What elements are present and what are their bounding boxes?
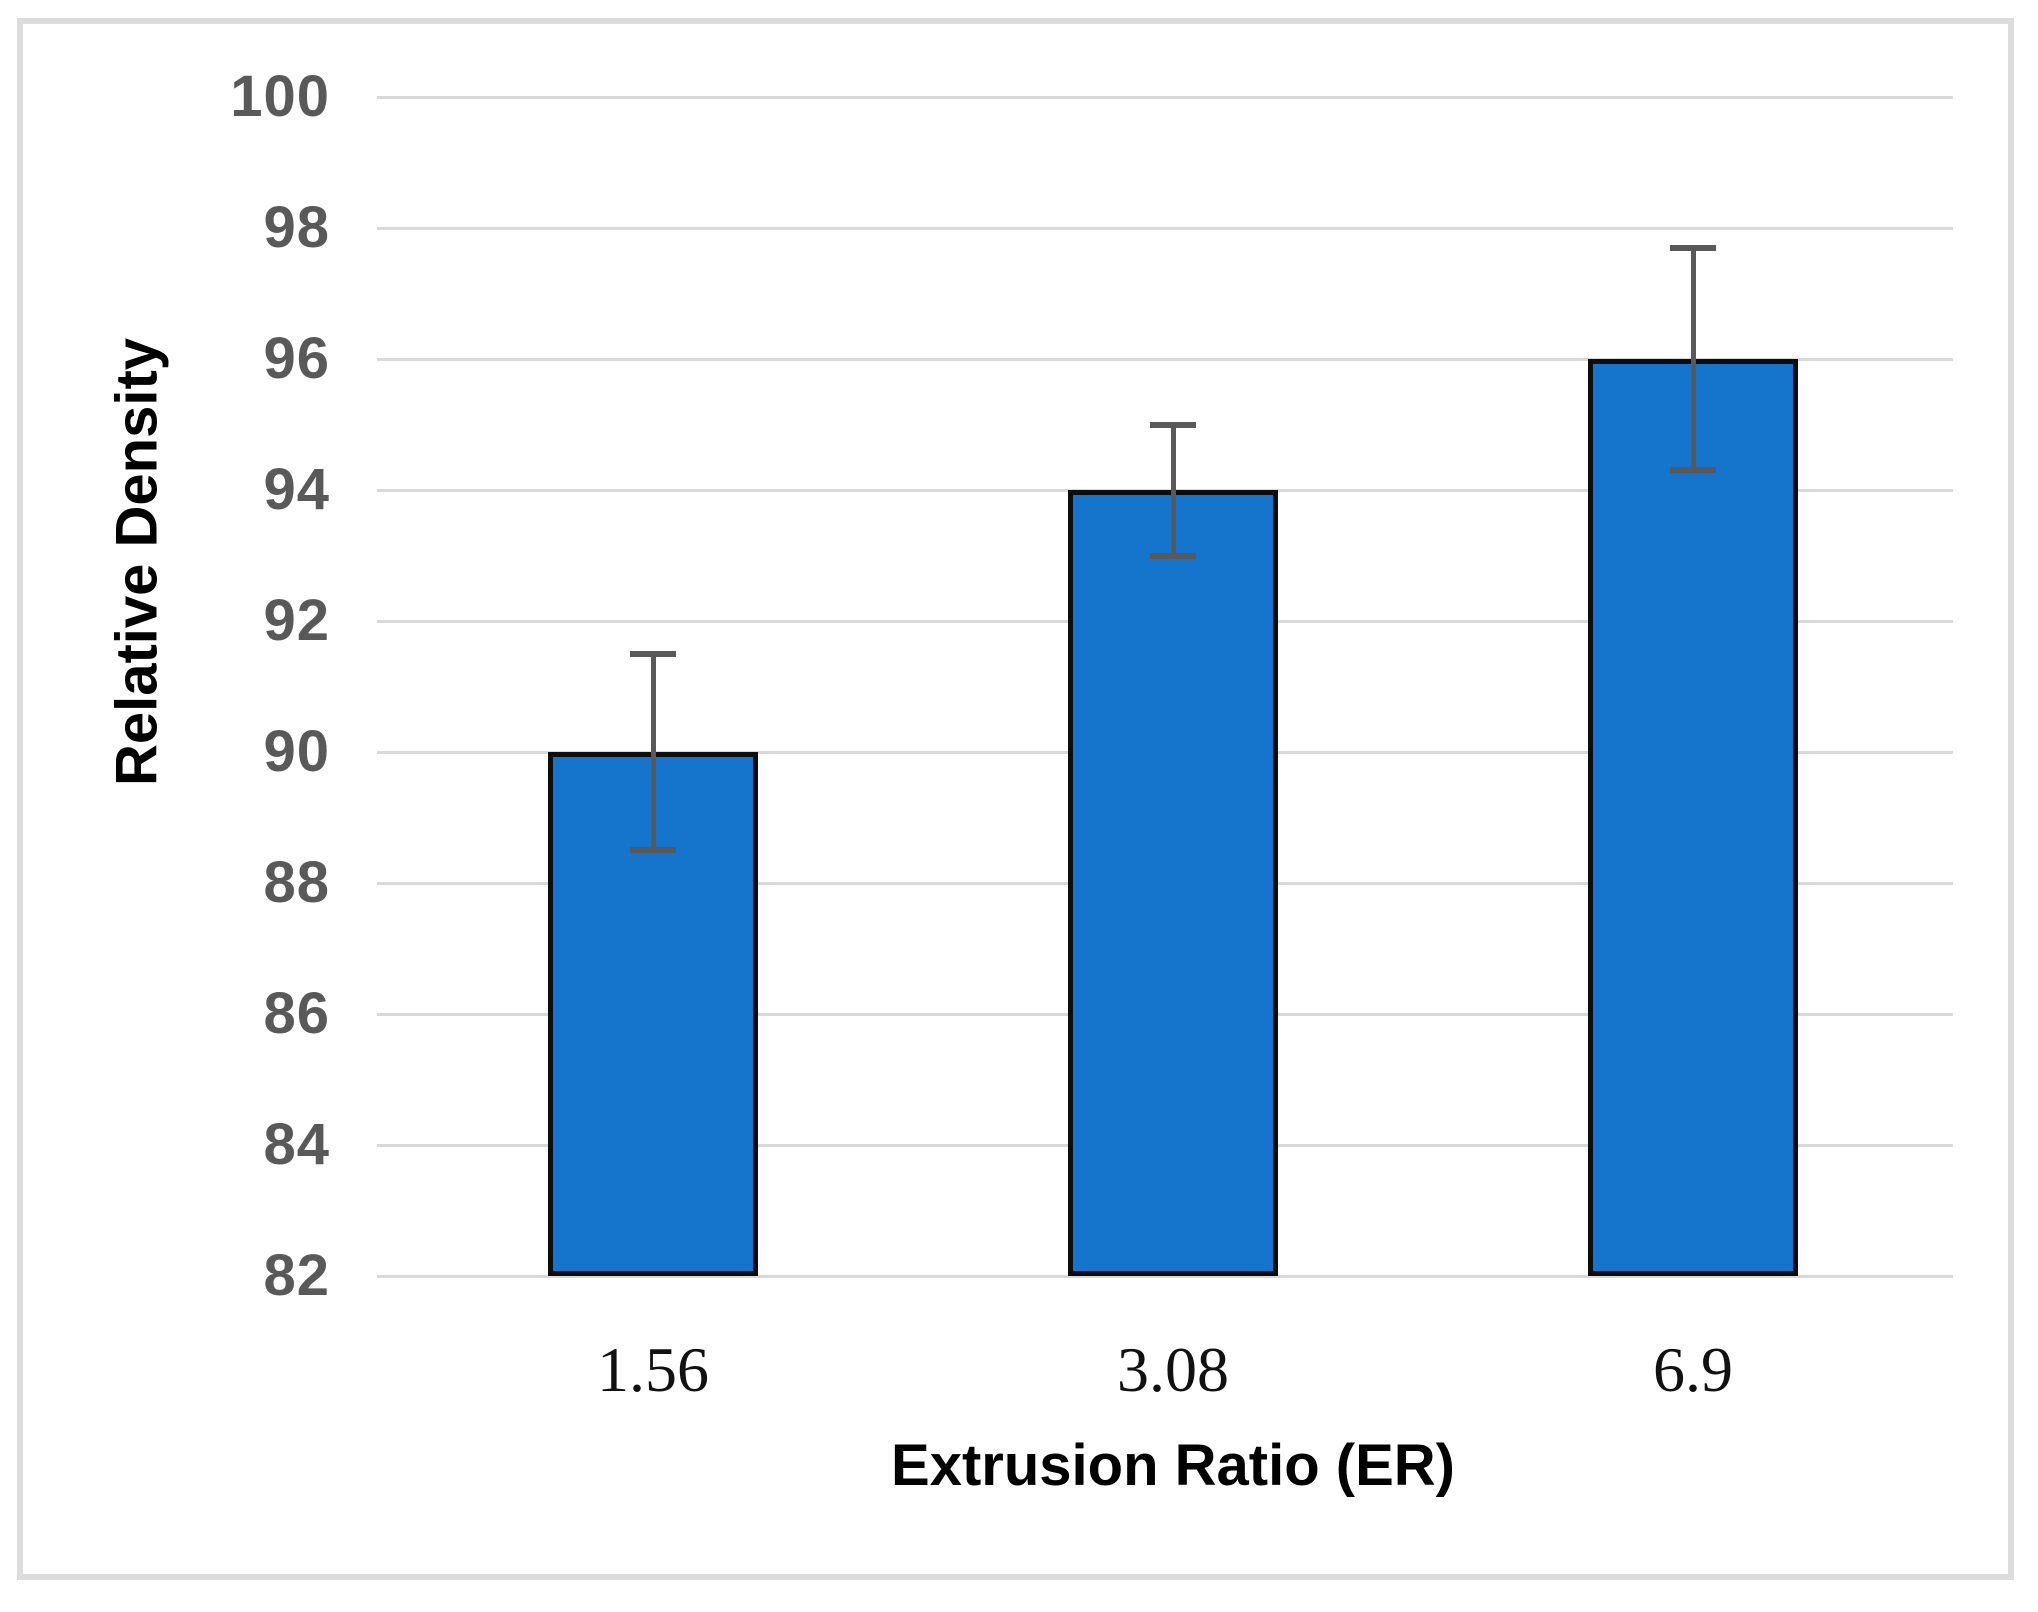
y-axis-tick-label: 84 — [263, 1112, 330, 1177]
error-bar-line — [650, 653, 656, 851]
error-bar-cap-top — [1150, 421, 1196, 428]
gridline — [393, 358, 1953, 361]
bar — [1068, 490, 1278, 1276]
error-bar-line — [1690, 247, 1696, 471]
x-axis-tick-label: 3.08 — [1117, 1334, 1229, 1405]
y-axis-tick-label: 96 — [263, 326, 330, 391]
y-axis-tick — [377, 227, 393, 230]
error-bar-cap-top — [630, 650, 676, 657]
y-axis-tick-label: 82 — [263, 1243, 330, 1308]
y-axis-tick — [377, 1144, 393, 1147]
y-axis-tick — [377, 1275, 393, 1278]
error-bar-cap-top — [1670, 244, 1716, 251]
x-axis-tick-label: 6.9 — [1653, 1334, 1733, 1405]
y-axis-tick-label: 90 — [263, 719, 330, 784]
y-axis-tick-label: 98 — [263, 195, 330, 260]
y-axis-tick-label: 86 — [263, 981, 330, 1046]
y-axis-tick — [377, 96, 393, 99]
y-axis-tick-label: 100 — [230, 64, 330, 129]
y-axis-tick-label: 88 — [263, 850, 330, 915]
y-axis-tick — [377, 358, 393, 361]
error-bar-cap-bottom — [630, 847, 676, 854]
y-axis-tick — [377, 1013, 393, 1016]
error-bar-cap-bottom — [1670, 467, 1716, 474]
gridline — [393, 96, 1953, 99]
y-axis-tick-label: 94 — [263, 457, 330, 522]
x-axis-title: Extrusion Ratio (ER) — [891, 1433, 1455, 1498]
y-axis-tick — [377, 882, 393, 885]
y-axis-tick-label: 92 — [263, 588, 330, 653]
error-bar-cap-bottom — [1150, 552, 1196, 559]
gridline — [393, 1275, 1953, 1278]
y-axis-tick — [377, 489, 393, 492]
gridline — [393, 227, 1953, 230]
y-axis-tick — [377, 620, 393, 623]
y-axis-tick — [377, 751, 393, 754]
y-axis-title: Relative Density — [104, 337, 170, 787]
x-axis-tick-label: 1.56 — [597, 1334, 709, 1405]
bar — [1588, 359, 1798, 1276]
error-bar-line — [1170, 424, 1176, 556]
